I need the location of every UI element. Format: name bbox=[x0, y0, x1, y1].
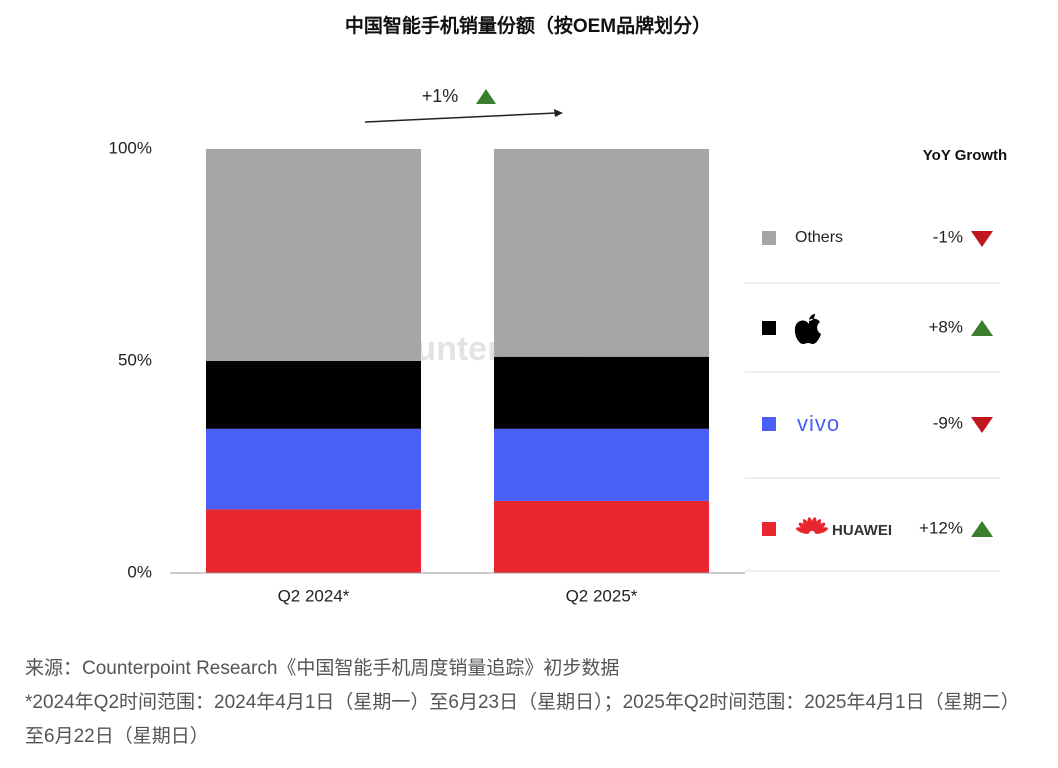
arrow-head bbox=[554, 109, 563, 117]
trend-arrow bbox=[364, 112, 557, 123]
x-tick-label: Q2 2024* bbox=[278, 586, 350, 605]
legend-label: Others bbox=[795, 229, 843, 246]
huawei-petal bbox=[814, 527, 829, 534]
huawei-petal bbox=[814, 522, 826, 533]
bar-segment bbox=[206, 509, 421, 573]
y-tick-label: 50% bbox=[118, 350, 152, 369]
chart-title: 中国智能手机销量份额（按OEM品牌划分） bbox=[345, 14, 711, 37]
bar-segment bbox=[206, 428, 421, 510]
bar-segment bbox=[206, 361, 421, 429]
bar-segment bbox=[494, 500, 709, 573]
x-tick-label: Q2 2025* bbox=[566, 586, 638, 605]
legend-swatch bbox=[762, 231, 776, 245]
huawei-petal bbox=[795, 527, 810, 534]
legend-label: vivo bbox=[797, 411, 840, 436]
growth-label: -9% bbox=[933, 413, 963, 432]
bar-segment bbox=[494, 428, 709, 501]
chart: 中国智能手机销量份额（按OEM品牌划分） +1% YoY Growth Coun… bbox=[109, 14, 1008, 605]
legend-swatch bbox=[762, 321, 776, 335]
growth-arrow bbox=[971, 417, 993, 433]
notes: 来源：Counterpoint Research《中国智能手机周度销量追踪》初步… bbox=[25, 652, 1035, 754]
growth-arrow bbox=[971, 521, 993, 537]
legend-label: HUAWEI bbox=[832, 522, 892, 539]
growth-title: YoY Growth bbox=[923, 147, 1007, 164]
bar-segment bbox=[494, 149, 709, 357]
legend-swatch bbox=[762, 522, 776, 536]
bar-segment bbox=[494, 356, 709, 429]
source-note: 来源：Counterpoint Research《中国智能手机周度销量追踪》初步… bbox=[25, 658, 620, 679]
legend-swatch bbox=[762, 417, 776, 431]
huawei-petal bbox=[798, 522, 810, 533]
growth-arrow bbox=[971, 231, 993, 247]
growth-label: +12% bbox=[919, 518, 963, 537]
apple-logo bbox=[794, 314, 821, 344]
annotation: +1% bbox=[422, 86, 459, 106]
y-tick-label: 100% bbox=[109, 138, 152, 157]
y-tick-label: 0% bbox=[127, 562, 152, 581]
up-arrow-icon bbox=[476, 89, 496, 104]
bar-segment bbox=[206, 149, 421, 361]
date-note: *2024年Q2时间范围：2024年4月1日（星期一）至6月23日（星期日）；2… bbox=[25, 692, 1020, 747]
huawei-petal bbox=[812, 519, 822, 532]
growth-label: +8% bbox=[929, 317, 964, 336]
growth-arrow bbox=[971, 320, 993, 336]
growth-label: -1% bbox=[933, 227, 963, 246]
